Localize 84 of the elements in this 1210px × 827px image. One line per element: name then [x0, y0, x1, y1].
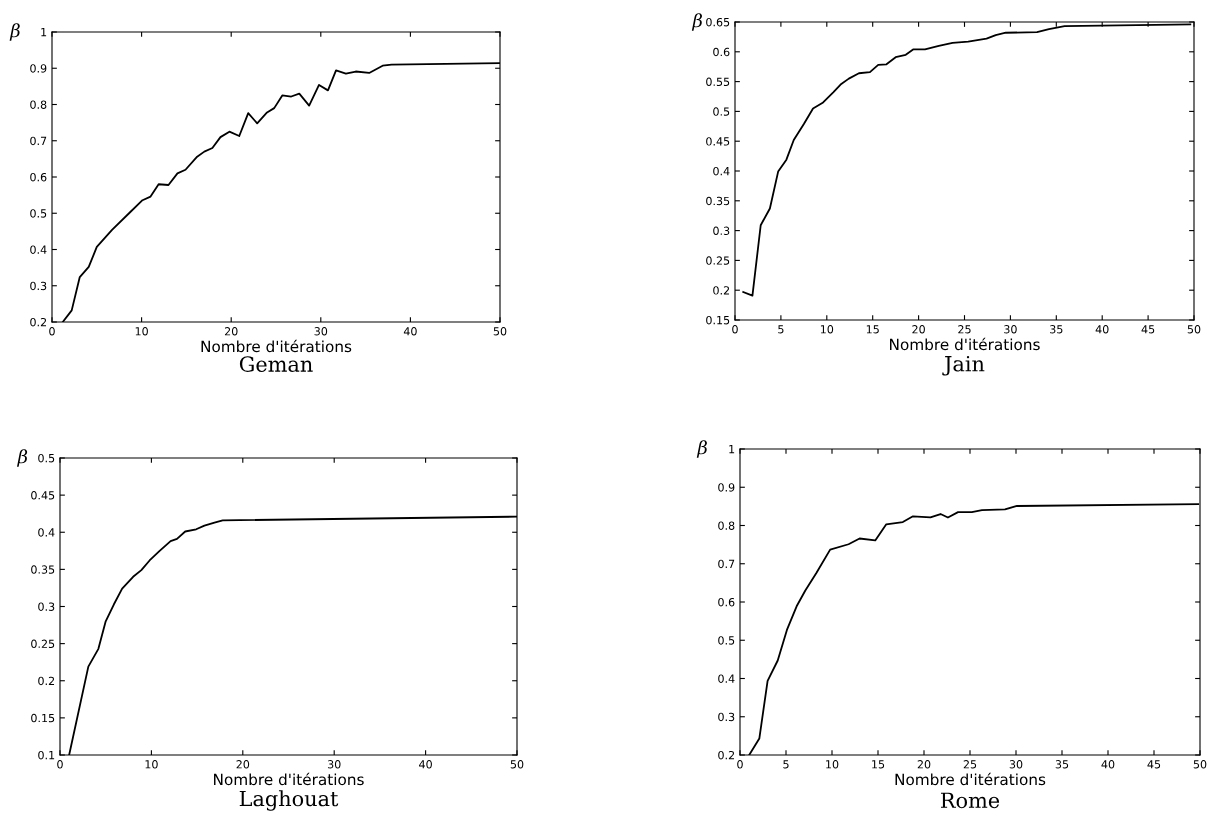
x-tick-label: 40: [419, 760, 432, 769]
x-tick-label: 35: [1055, 760, 1069, 769]
y-tick-label: 0.8: [30, 100, 47, 109]
x-tick-label: 50: [1193, 760, 1207, 769]
x-axis-title: Nombre d'itérations: [201, 339, 352, 353]
x-tick-label: 0: [57, 760, 63, 769]
y-axis-title: β: [17, 449, 28, 467]
y-tick-label: 0.3: [713, 226, 730, 235]
text: Rome: [940, 792, 1000, 809]
y-tick-label: 1: [729, 445, 735, 454]
y-tick-label: 0.3: [38, 602, 55, 611]
y-tick-label: 0.6: [30, 172, 47, 182]
y-tick-label: 0.9: [718, 483, 735, 492]
y-tick-label: 0.4: [38, 528, 55, 537]
y-tick-label: 0.45: [706, 137, 730, 146]
y-tick-label: 0.2: [718, 750, 735, 760]
x-tick-label: 30: [1004, 325, 1017, 334]
y-tick-label: 0.2: [30, 317, 47, 327]
x-tick-label: 20: [917, 760, 931, 769]
x-tick-label: 5: [778, 325, 784, 334]
text: Geman: [239, 356, 313, 372]
y-tick-label: 0.6: [718, 597, 735, 607]
y-tick-label: 1: [41, 28, 47, 37]
y-tick-label: 0.35: [31, 565, 55, 574]
x-tick-label: 15: [866, 325, 879, 334]
y-tick-label: 0.15: [31, 713, 55, 723]
y-tick-label: 0.9: [30, 64, 47, 73]
y-tick-label: 0.3: [718, 712, 735, 722]
y-tick-label: 0.15: [706, 315, 730, 325]
y-tick-label: 0.25: [706, 256, 730, 265]
y-axis-title: β: [696, 440, 707, 458]
x-tick-label: 25: [958, 325, 971, 334]
x-tick-label: 40: [403, 327, 417, 336]
y-tick-label: 0.1: [38, 750, 55, 760]
y-tick-label: 0.7: [30, 136, 47, 146]
y-axis-title: β: [691, 13, 702, 31]
y-tick-label: 0.65: [706, 17, 730, 27]
x-tick-label: 30: [327, 760, 341, 769]
x-tick-label: 35: [1050, 325, 1063, 334]
y-tick-label: 0.5: [713, 107, 730, 116]
x-axis-title: Nombre d'itérations: [214, 772, 364, 786]
y-tick-label: 0.25: [31, 639, 55, 648]
y-tick-label: 0.2: [38, 676, 55, 686]
x-tick-label: 45: [1141, 325, 1155, 334]
text: Laghouat: [239, 790, 339, 811]
y-tick-label: 0.5: [30, 209, 47, 218]
x-tick-label: 10: [820, 325, 834, 334]
x-tick-label: 50: [1187, 325, 1201, 334]
y-tick-label: 0.7: [718, 559, 735, 569]
y-tick-label: 0.4: [713, 166, 730, 176]
y-tick-label: 0.3: [30, 281, 47, 291]
x-tick-label: 10: [826, 760, 839, 769]
y-tick-label: 0.4: [718, 674, 735, 683]
x-tick-label: 0: [49, 327, 55, 336]
x-tick-label: 40: [1095, 325, 1109, 334]
x-axis-title: Nombre d'itérations: [895, 772, 1046, 786]
x-tick-label: 15: [872, 760, 885, 769]
y-tick-label: 0.5: [38, 453, 55, 463]
y-tick-label: 0.55: [706, 77, 730, 86]
x-tick-label: 10: [135, 327, 148, 336]
x-tick-label: 0: [737, 760, 743, 769]
x-tick-label: 5: [783, 760, 789, 769]
x-tick-label: 10: [145, 760, 158, 769]
x-tick-label: 50: [510, 760, 524, 769]
x-tick-label: 45: [1147, 760, 1161, 769]
y-axis-title: β: [9, 23, 20, 41]
x-tick-label: 30: [314, 327, 328, 336]
x-tick-label: 20: [224, 327, 238, 336]
x-tick-label: 50: [493, 327, 507, 336]
y-tick-label: 0.2: [713, 286, 730, 295]
y-tick-label: 0.8: [718, 521, 735, 530]
x-tick-label: 30: [1009, 760, 1023, 769]
x-tick-label: 0: [732, 325, 738, 334]
text: Jain: [942, 355, 985, 376]
y-tick-label: 0.5: [718, 636, 735, 645]
x-tick-label: 25: [963, 760, 977, 769]
y-tick-label: 0.6: [713, 47, 730, 57]
x-tick-label: 20: [912, 325, 925, 334]
y-tick-label: 0.45: [31, 491, 55, 500]
y-tick-label: 0.35: [706, 196, 730, 206]
x-tick-label: 40: [1101, 760, 1115, 769]
x-tick-label: 20: [236, 760, 250, 769]
x-axis-title: Nombre d'itérations: [890, 337, 1040, 351]
y-tick-label: 0.4: [30, 245, 47, 254]
